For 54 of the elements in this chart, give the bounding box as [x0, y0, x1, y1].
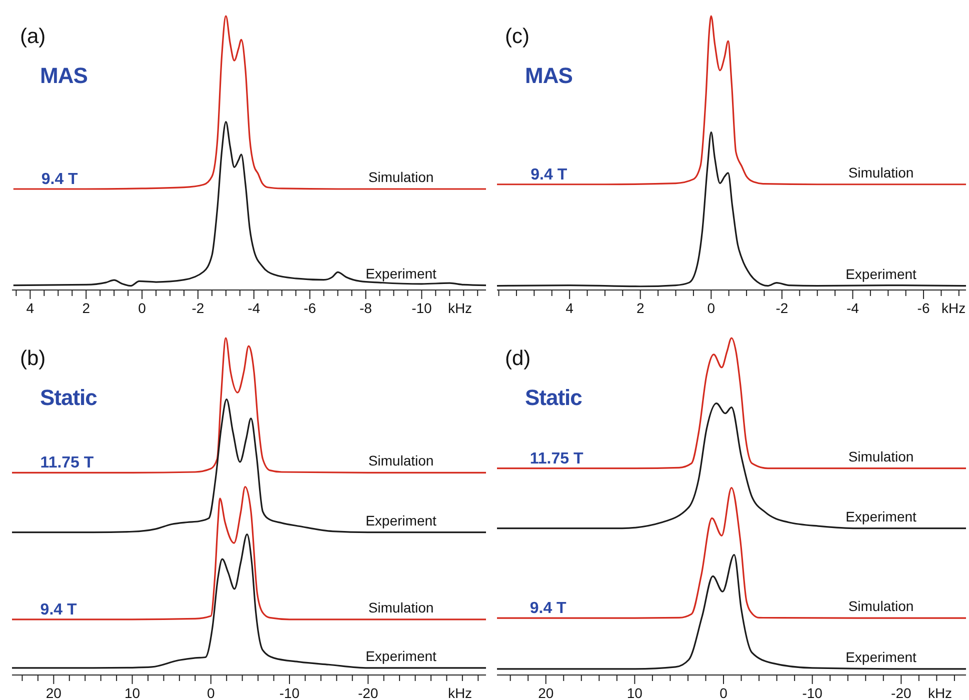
x-axis-title: kHz — [448, 685, 472, 700]
chart-title: (a) — [20, 25, 46, 48]
x-tick-label: 4 — [26, 300, 34, 316]
x-tick-label: -8 — [360, 300, 372, 316]
text: MAS — [525, 63, 572, 88]
x-axis-title: kHz — [941, 300, 966, 316]
text: Static — [40, 385, 98, 410]
x-tick-label: 20 — [538, 685, 554, 700]
annotation: 9.4 T — [41, 170, 78, 188]
series-label: Simulation — [848, 598, 914, 614]
x-axis-title: kHz — [928, 685, 952, 700]
annotation: 11.75 T — [40, 454, 94, 472]
x-tick-label: -4 — [846, 300, 860, 316]
x-tick-label: -20 — [358, 685, 378, 700]
series-label: Experiment — [366, 512, 437, 528]
x-tick-label: -10 — [412, 300, 432, 316]
x-tick-label: -2 — [192, 300, 204, 316]
x-tick-label: -10 — [279, 685, 300, 700]
x-tick-label: 20 — [46, 685, 62, 700]
annotation: 9.4 T — [40, 601, 77, 618]
x-tick-label: -20 — [891, 685, 912, 700]
text: MAS — [40, 63, 88, 88]
x-tick-label: 0 — [707, 300, 716, 316]
text: Static — [525, 385, 582, 410]
x-tick-label: 4 — [566, 300, 574, 316]
annotation: 9.4 T — [530, 166, 568, 184]
x-tick-label: 0 — [720, 685, 728, 700]
series-label: Simulation — [368, 599, 434, 616]
chart-title: (b) — [20, 347, 46, 370]
series-label: Simulation — [368, 168, 434, 185]
series-label: Experiment — [846, 266, 917, 282]
series-label: Simulation — [368, 452, 434, 469]
x-tick-label: -4 — [248, 300, 260, 316]
x-tick-label: 10 — [626, 685, 643, 700]
series-label: Experiment — [846, 508, 917, 524]
x-tick-label: 10 — [124, 685, 140, 700]
x-tick-label: -2 — [776, 300, 788, 316]
series-label: Experiment — [846, 648, 917, 665]
x-tick-label: -6 — [304, 300, 316, 316]
annotation: 11.75 T — [530, 450, 584, 468]
x-tick-label: -10 — [802, 685, 823, 700]
chart-title: (c) — [505, 25, 530, 48]
chart-title: (d) — [505, 347, 531, 370]
x-tick-label: -6 — [917, 300, 930, 316]
series-label: Experiment — [366, 265, 437, 282]
x-tick-label: 2 — [636, 300, 644, 316]
series-label: Simulation — [848, 164, 914, 180]
x-tick-label: 2 — [82, 300, 90, 316]
annotation: 9.4 T — [530, 600, 567, 618]
x-tick-label: 0 — [206, 685, 215, 700]
series-label: Experiment — [366, 648, 437, 664]
x-axis-title: kHz — [448, 300, 472, 316]
x-tick-label: 0 — [138, 300, 146, 316]
series-label: Simulation — [848, 448, 914, 464]
